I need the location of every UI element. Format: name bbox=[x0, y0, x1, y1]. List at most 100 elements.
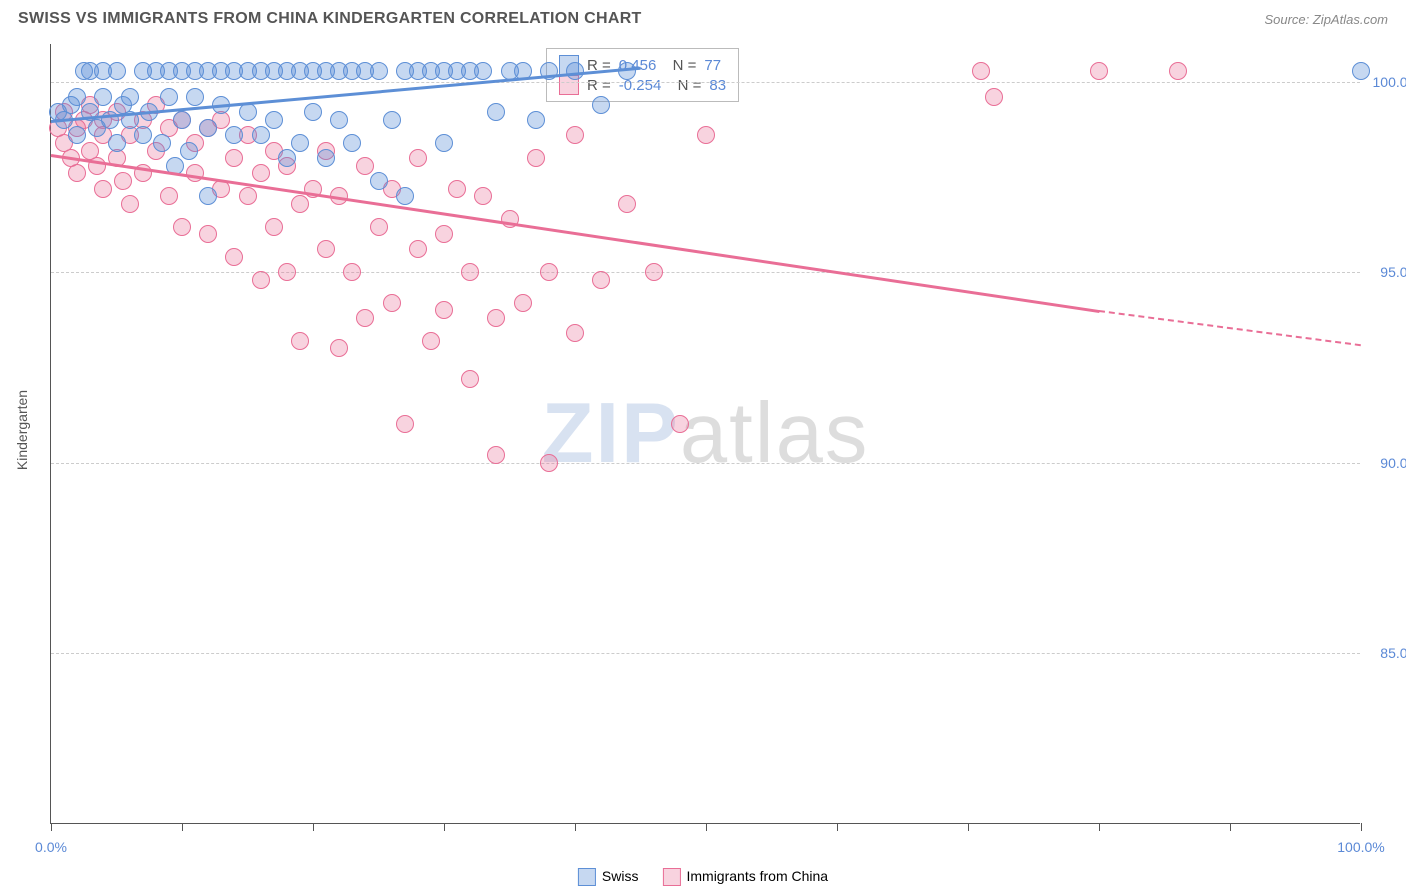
point-swiss bbox=[180, 142, 198, 160]
point-china bbox=[409, 149, 427, 167]
point-china bbox=[566, 126, 584, 144]
point-china bbox=[1090, 62, 1108, 80]
point-swiss bbox=[252, 126, 270, 144]
point-china bbox=[540, 263, 558, 281]
x-tick bbox=[706, 823, 707, 831]
x-tick bbox=[968, 823, 969, 831]
point-china bbox=[291, 332, 309, 350]
point-swiss bbox=[383, 111, 401, 129]
point-china bbox=[514, 294, 532, 312]
x-tick bbox=[313, 823, 314, 831]
point-china bbox=[527, 149, 545, 167]
y-tick-label: 95.0% bbox=[1365, 264, 1406, 280]
point-china bbox=[291, 195, 309, 213]
point-swiss bbox=[225, 126, 243, 144]
point-china bbox=[972, 62, 990, 80]
point-china bbox=[461, 263, 479, 281]
scatter-chart: ZIPatlas R = 0.456 N = 77 R = -0.254 N =… bbox=[50, 44, 1360, 824]
point-swiss bbox=[199, 187, 217, 205]
point-china bbox=[592, 271, 610, 289]
point-swiss bbox=[566, 62, 584, 80]
point-swiss bbox=[68, 126, 86, 144]
point-china bbox=[252, 271, 270, 289]
point-china bbox=[356, 309, 374, 327]
point-swiss bbox=[304, 103, 322, 121]
point-china bbox=[409, 240, 427, 258]
point-china bbox=[697, 126, 715, 144]
point-china bbox=[186, 164, 204, 182]
x-tick bbox=[837, 823, 838, 831]
point-swiss bbox=[1352, 62, 1370, 80]
point-china bbox=[435, 301, 453, 319]
point-china bbox=[448, 180, 466, 198]
trend-china-extrapolated bbox=[1099, 310, 1361, 346]
legend-item-swiss: Swiss bbox=[578, 868, 639, 886]
point-swiss bbox=[370, 62, 388, 80]
point-swiss bbox=[278, 149, 296, 167]
point-china bbox=[566, 324, 584, 342]
point-swiss bbox=[396, 187, 414, 205]
gridline bbox=[51, 82, 1360, 83]
point-china bbox=[370, 218, 388, 236]
point-swiss bbox=[94, 88, 112, 106]
point-swiss bbox=[134, 126, 152, 144]
point-swiss bbox=[160, 88, 178, 106]
point-china bbox=[645, 263, 663, 281]
point-china bbox=[487, 309, 505, 327]
x-tick bbox=[575, 823, 576, 831]
point-swiss bbox=[121, 88, 139, 106]
point-china bbox=[239, 187, 257, 205]
x-tick bbox=[182, 823, 183, 831]
x-tick-label: 0.0% bbox=[35, 839, 67, 855]
point-swiss bbox=[239, 103, 257, 121]
point-swiss bbox=[317, 149, 335, 167]
point-swiss bbox=[108, 134, 126, 152]
bottom-legend: Swiss Immigrants from China bbox=[578, 868, 828, 886]
point-china bbox=[160, 187, 178, 205]
point-swiss bbox=[527, 111, 545, 129]
point-china bbox=[317, 240, 335, 258]
point-china bbox=[1169, 62, 1187, 80]
point-swiss bbox=[435, 134, 453, 152]
point-china bbox=[94, 180, 112, 198]
y-axis-label: Kindergarten bbox=[14, 390, 30, 470]
x-tick bbox=[1099, 823, 1100, 831]
point-swiss bbox=[186, 88, 204, 106]
point-china bbox=[330, 339, 348, 357]
y-tick-label: 90.0% bbox=[1365, 455, 1406, 471]
point-china bbox=[114, 172, 132, 190]
swatch-swiss-icon bbox=[578, 868, 596, 886]
point-china bbox=[265, 218, 283, 236]
source-attribution: Source: ZipAtlas.com bbox=[1264, 12, 1388, 27]
point-china bbox=[252, 164, 270, 182]
x-tick-label: 100.0% bbox=[1337, 839, 1384, 855]
point-china bbox=[671, 415, 689, 433]
point-swiss bbox=[108, 62, 126, 80]
point-china bbox=[343, 263, 361, 281]
point-china bbox=[68, 164, 86, 182]
point-china bbox=[487, 446, 505, 464]
point-china bbox=[173, 218, 191, 236]
point-china bbox=[383, 294, 401, 312]
x-tick bbox=[1230, 823, 1231, 831]
gridline bbox=[51, 272, 1360, 273]
point-swiss bbox=[153, 134, 171, 152]
x-tick bbox=[444, 823, 445, 831]
point-china bbox=[199, 225, 217, 243]
point-china bbox=[278, 263, 296, 281]
point-swiss bbox=[487, 103, 505, 121]
point-china bbox=[540, 454, 558, 472]
point-swiss bbox=[265, 111, 283, 129]
point-swiss bbox=[199, 119, 217, 137]
point-china bbox=[121, 195, 139, 213]
point-china bbox=[396, 415, 414, 433]
y-tick-label: 100.0% bbox=[1365, 74, 1406, 90]
y-tick-label: 85.0% bbox=[1365, 645, 1406, 661]
point-china bbox=[422, 332, 440, 350]
point-swiss bbox=[330, 111, 348, 129]
point-swiss bbox=[173, 111, 191, 129]
point-china bbox=[225, 248, 243, 266]
chart-title: SWISS VS IMMIGRANTS FROM CHINA KINDERGAR… bbox=[18, 10, 642, 28]
point-swiss bbox=[291, 134, 309, 152]
point-swiss bbox=[592, 96, 610, 114]
